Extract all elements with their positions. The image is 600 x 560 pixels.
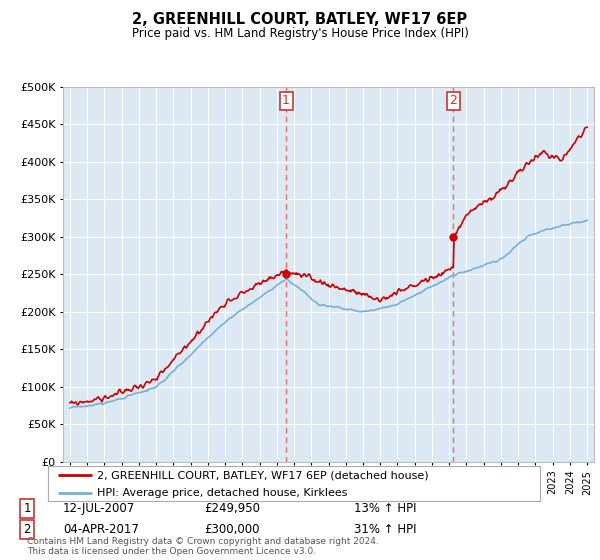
Text: 04-APR-2017: 04-APR-2017 — [63, 522, 139, 536]
Text: 2, GREENHILL COURT, BATLEY, WF17 6EP (detached house): 2, GREENHILL COURT, BATLEY, WF17 6EP (de… — [97, 470, 429, 480]
Text: £300,000: £300,000 — [204, 522, 260, 536]
Text: 1: 1 — [282, 94, 290, 108]
Text: 2, GREENHILL COURT, BATLEY, WF17 6EP: 2, GREENHILL COURT, BATLEY, WF17 6EP — [133, 12, 467, 27]
Text: 2: 2 — [449, 94, 457, 108]
Text: 2: 2 — [23, 522, 31, 536]
Text: 13% ↑ HPI: 13% ↑ HPI — [354, 502, 416, 515]
Text: 31% ↑ HPI: 31% ↑ HPI — [354, 522, 416, 536]
Text: HPI: Average price, detached house, Kirklees: HPI: Average price, detached house, Kirk… — [97, 488, 348, 497]
Text: 12-JUL-2007: 12-JUL-2007 — [63, 502, 135, 515]
Text: Contains HM Land Registry data © Crown copyright and database right 2024.
This d: Contains HM Land Registry data © Crown c… — [27, 536, 379, 556]
Text: Price paid vs. HM Land Registry's House Price Index (HPI): Price paid vs. HM Land Registry's House … — [131, 27, 469, 40]
Text: 1: 1 — [23, 502, 31, 515]
Text: £249,950: £249,950 — [204, 502, 260, 515]
